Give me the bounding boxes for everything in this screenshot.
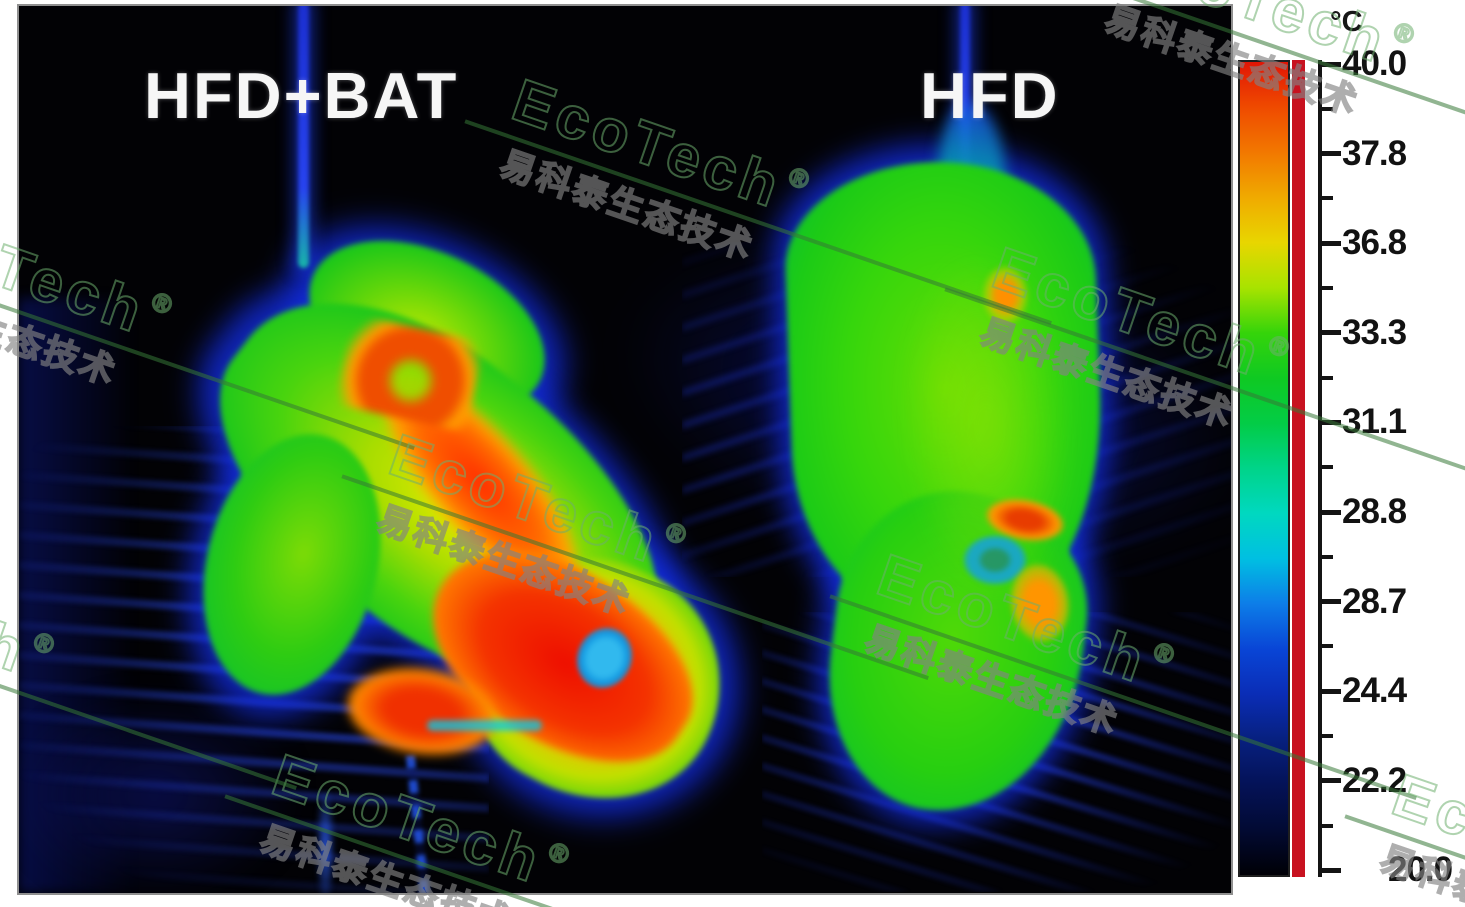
thermal-image: HFD+BAT HFD xyxy=(17,4,1233,895)
colorbar-major-tick xyxy=(1318,61,1341,67)
colorbar-major-tick xyxy=(1318,240,1341,246)
colorbar-minor-tick xyxy=(1318,823,1333,828)
colorbar-minor-tick xyxy=(1318,554,1333,559)
colorbar-minor-tick xyxy=(1318,734,1333,738)
label-hfd-bat: HFD+BAT xyxy=(144,59,459,132)
colorbar-tick-label: 33.3 xyxy=(1342,312,1407,352)
colorbar-tick-label: 24.4 xyxy=(1342,671,1407,711)
colorbar-minor-tick xyxy=(1318,375,1333,380)
mouse-right-tail xyxy=(960,6,970,187)
colorbar-major-tick xyxy=(1318,778,1341,784)
colorbar-tick-label: 20.0 xyxy=(1388,850,1453,890)
label-hfd: HFD xyxy=(920,59,1060,132)
colorbar-minor-tick xyxy=(1318,644,1333,649)
mouse-left-tail xyxy=(298,6,309,268)
colorbar-major-tick xyxy=(1318,867,1341,873)
cage-reflection-streak xyxy=(317,792,334,893)
colorbar-major-tick xyxy=(1318,151,1341,157)
colorbar-tick-label: 36.8 xyxy=(1342,223,1407,263)
colorbar-gradient xyxy=(1238,60,1290,877)
colorbar-overflow-stripe xyxy=(1292,60,1305,877)
mouse-right-warm-spot-upper xyxy=(983,266,1028,324)
colorbar-tick-label: 28.7 xyxy=(1342,581,1407,621)
colorbar-major-tick xyxy=(1318,419,1341,425)
colorbar-major-tick xyxy=(1318,688,1341,694)
colorbar-tick-label: 31.1 xyxy=(1342,402,1407,442)
mouse-left-cyan-dash xyxy=(427,720,542,731)
colorbar-major-tick xyxy=(1318,509,1341,515)
colorbar-minor-tick xyxy=(1318,196,1333,201)
colorbar-tick-label: 40.0 xyxy=(1342,44,1407,83)
colorbar-major-tick xyxy=(1318,599,1341,605)
colorbar-tick-label: 22.2 xyxy=(1342,760,1407,800)
colorbar-tick-label: 37.8 xyxy=(1342,133,1407,173)
colorbar-tick-label: 28.8 xyxy=(1342,492,1407,531)
colorbar-minor-tick xyxy=(1318,106,1333,111)
colorbar-unit-label: °C xyxy=(1330,6,1363,38)
colorbar-major-tick xyxy=(1318,330,1341,336)
colorbar-minor-tick xyxy=(1318,465,1333,470)
colorbar-minor-tick xyxy=(1318,286,1333,290)
